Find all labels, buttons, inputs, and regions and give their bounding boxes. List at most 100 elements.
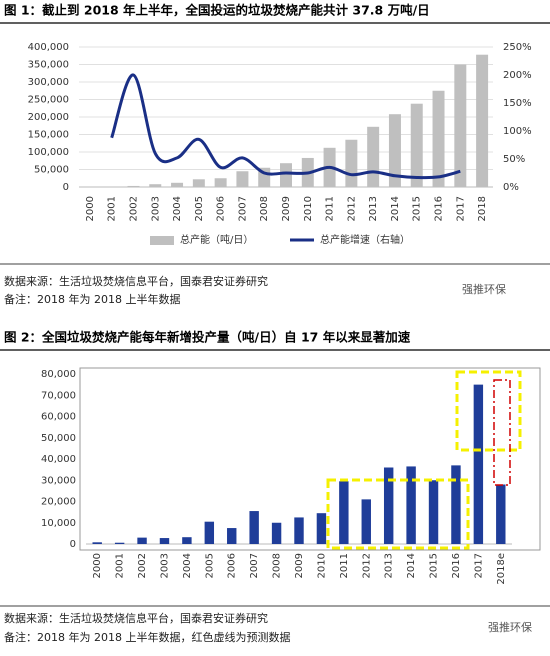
x-tick-label: 2009 (294, 553, 305, 578)
x-tick-label: 2011 (325, 196, 336, 221)
bar (127, 185, 140, 187)
y-tick-label: 0 (63, 182, 69, 193)
y-tick-label: 20,000 (41, 497, 76, 508)
y-tick-label: 70,000 (41, 390, 76, 401)
y2-tick-label: 250% (503, 42, 532, 53)
bar (476, 54, 489, 188)
figure-title: 图 1：截止到 2018 年上半年，全国投运的垃圾焚烧产能共计 37.8 万吨/… (4, 3, 430, 18)
bar (92, 542, 102, 544)
watermark: 强推环保 (488, 620, 532, 634)
x-tick-label: 2008 (259, 196, 270, 221)
bar (383, 467, 394, 544)
x-tick-label: 2002 (128, 196, 139, 221)
bar (345, 139, 358, 187)
highlight-box (455, 370, 522, 452)
bar (236, 171, 249, 187)
bar (271, 522, 282, 544)
bar (361, 499, 371, 544)
bar (171, 182, 184, 187)
bar (249, 511, 259, 544)
bar (258, 167, 271, 187)
x-tick-label: 2001 (115, 553, 126, 578)
y2-tick-label: 200% (503, 70, 532, 81)
y-tick-label: 80,000 (41, 369, 76, 380)
y-tick-label: 400,000 (28, 42, 69, 53)
x-tick-label: 2003 (150, 196, 161, 221)
bar (316, 513, 327, 544)
y-tick-label: 50,000 (41, 433, 76, 444)
watermark: 强推环保 (462, 282, 506, 296)
x-tick-label: 2007 (249, 553, 260, 578)
x-tick-label: 2005 (194, 196, 205, 221)
x-tick-label: 2008 (272, 553, 283, 578)
bar (388, 114, 401, 187)
y-tick-label: 350,000 (28, 60, 69, 71)
legend-label: 总产能增速（右轴） (320, 233, 410, 246)
y-tick-label: 100,000 (28, 147, 69, 158)
bar (280, 163, 292, 187)
x-tick-label: 2010 (303, 196, 314, 221)
x-tick-label: 2017 (455, 196, 466, 221)
x-tick-label: 2013 (368, 196, 379, 221)
x-tick-label: 2004 (182, 553, 193, 578)
bar (227, 528, 237, 544)
y-tick-label: 30,000 (41, 475, 76, 486)
y-tick-label: 200,000 (28, 112, 69, 123)
bar (182, 537, 192, 544)
y-tick-label: 150,000 (28, 130, 69, 141)
x-tick-label: 2011 (339, 553, 350, 578)
y-tick-label: 60,000 (41, 412, 76, 423)
x-tick-label: 2014 (390, 196, 401, 221)
bar (496, 484, 506, 544)
x-tick-label: 2016 (451, 553, 462, 578)
bar (339, 481, 349, 544)
x-tick-label: 2018e (496, 553, 507, 585)
forecast-box (493, 379, 511, 486)
x-tick-label: 2007 (237, 196, 248, 221)
x-tick-label: 2012 (346, 196, 357, 221)
legend-swatch (150, 236, 174, 245)
x-tick-label: 2018 (477, 196, 488, 221)
y2-tick-label: 100% (503, 126, 532, 137)
figure-title: 图 2：全国垃圾焚烧产能每年新增投产量（吨/日）自 17 年以来显著加速 (4, 330, 411, 345)
bar (367, 126, 380, 187)
bar (454, 64, 467, 187)
highlight-box (326, 478, 470, 550)
x-tick-label: 2009 (281, 196, 292, 221)
bar (137, 537, 147, 544)
y-tick-label: 50,000 (34, 165, 69, 176)
x-tick-label: 2001 (107, 196, 118, 221)
x-tick-label: 2013 (384, 553, 395, 578)
x-tick-label: 2002 (137, 553, 148, 578)
line (110, 73, 461, 180)
bar (204, 521, 215, 544)
y2-tick-label: 0% (503, 182, 519, 193)
x-tick-label: 2000 (92, 553, 103, 578)
x-tick-label: 2010 (316, 553, 327, 578)
y2-tick-label: 150% (503, 98, 532, 109)
x-tick-label: 2003 (159, 553, 170, 578)
bar (451, 465, 461, 544)
bar (114, 542, 125, 544)
x-tick-label: 2015 (412, 196, 423, 221)
note: 备注：2018 年为 2018 上半年数据 (4, 292, 180, 306)
x-tick-label: 2012 (361, 553, 372, 578)
bar (406, 466, 416, 544)
x-tick-label: 2006 (227, 553, 238, 578)
source: 数据来源：生活垃圾焚烧信息平台，国泰君安证券研究 (4, 611, 268, 625)
y-tick-label: 0 (70, 539, 76, 550)
bar (473, 384, 484, 544)
bar (192, 179, 205, 187)
source: 数据来源：生活垃圾焚烧信息平台，国泰君安证券研究 (4, 274, 268, 288)
bar (410, 103, 423, 187)
x-tick-label: 2017 (473, 553, 484, 578)
x-tick-label: 2016 (434, 196, 445, 221)
y-tick-label: 10,000 (41, 518, 76, 529)
bar (428, 480, 439, 544)
x-tick-label: 2006 (216, 196, 227, 221)
note: 备注：2018 年为 2018 上半年数据，红色虚线为预测数据 (4, 630, 290, 644)
y-tick-label: 40,000 (41, 454, 76, 465)
plot-frame (79, 367, 541, 551)
bar (432, 90, 445, 187)
